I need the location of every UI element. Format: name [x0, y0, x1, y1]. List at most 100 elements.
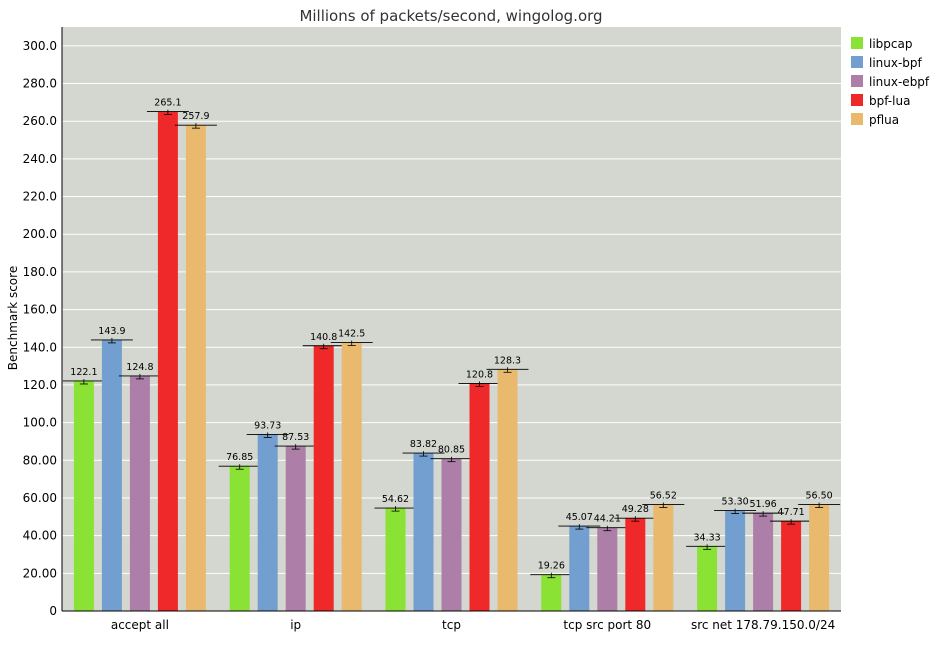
bar-bpf-lua-1: 140.8: [302, 332, 345, 611]
data-label: 76.85: [226, 452, 253, 463]
bar-pflua-2: 128.3: [486, 355, 529, 611]
category-label: tcp src port 80: [563, 618, 651, 632]
legend-label: pflua: [869, 113, 899, 127]
data-label: 83.82: [410, 439, 437, 450]
legend-swatch: [851, 94, 863, 106]
y-tick-label: 280.0: [23, 77, 57, 91]
y-axis-label: Benchmark score: [6, 266, 20, 370]
y-tick-label: 200.0: [23, 227, 57, 241]
bar-libpcap-0: 122.1: [62, 367, 105, 611]
bar: [809, 504, 830, 611]
bar: [725, 510, 746, 611]
legend-swatch: [851, 113, 863, 125]
y-tick-label: 300.0: [23, 39, 57, 53]
category-label: src net 178.79.150.0/24: [691, 618, 835, 632]
legend-swatch: [851, 75, 863, 87]
data-label: 265.1: [154, 98, 181, 109]
category-label: tcp: [442, 618, 461, 632]
legend-label: bpf-lua: [869, 94, 910, 108]
bar: [185, 125, 206, 611]
y-tick-label: 140.0: [23, 340, 57, 354]
bar-pflua-1: 142.5: [330, 329, 373, 611]
data-label: 124.8: [126, 362, 153, 373]
y-axis: 0 20.00 40.00 60.00 80.00 100.0 120.0 140.0 160.…: [23, 27, 841, 618]
bar: [597, 527, 618, 611]
bar: [541, 574, 562, 611]
data-label: 140.8: [310, 332, 337, 343]
bar: [129, 375, 150, 611]
bar: [469, 383, 490, 611]
data-label: 122.1: [70, 367, 97, 378]
y-tick-label: 220.0: [23, 190, 57, 204]
y-tick-label: 120.0: [23, 378, 57, 392]
bar-libpcap-1: 76.85: [218, 452, 261, 611]
bar-linux-ebpf-0: 124.8: [118, 362, 161, 611]
y-tick-label: 20.00: [23, 566, 57, 580]
data-label: 56.50: [805, 491, 832, 502]
bar: [229, 466, 250, 611]
data-label: 80.85: [438, 445, 465, 456]
bar-bpf-lua-4: 47.71: [770, 507, 813, 611]
bar: [569, 526, 590, 611]
data-label: 257.9: [182, 111, 209, 122]
data-label: 142.5: [338, 329, 365, 340]
bar-bpf-lua-2: 120.8: [458, 369, 501, 611]
data-label: 47.71: [777, 507, 804, 518]
bar-linux-bpf-0: 143.9: [90, 326, 133, 611]
bar-linux-bpf-3: 45.07: [558, 512, 601, 611]
legend-item-linux-bpf: linux-bpf: [851, 56, 923, 70]
bar-libpcap-4: 34.33: [686, 532, 729, 611]
data-label: 128.3: [494, 355, 521, 366]
bar-pflua-0: 257.9: [174, 111, 217, 611]
bar: [441, 458, 462, 611]
data-label: 54.62: [382, 494, 409, 505]
y-tick-label: 0: [49, 604, 57, 618]
data-label: 44.21: [594, 514, 621, 525]
bar-linux-bpf-1: 93.73: [246, 420, 289, 611]
legend-item-bpf-lua: bpf-lua: [851, 94, 910, 108]
bar: [653, 504, 674, 611]
data-label: 34.33: [693, 532, 720, 543]
data-label: 143.9: [98, 326, 125, 337]
bar-linux-ebpf-1: 87.53: [274, 432, 317, 611]
bar: [341, 342, 362, 611]
bar: [257, 434, 278, 611]
y-tick-label: 160.0: [23, 303, 57, 317]
bar: [101, 339, 122, 611]
y-tick-label: 180.0: [23, 265, 57, 279]
y-tick-label: 240.0: [23, 152, 57, 166]
y-tick-label: 40.00: [23, 529, 57, 543]
bar: [73, 380, 94, 611]
bar: [697, 546, 718, 611]
bar: [753, 513, 774, 611]
legend: libpcap linux-bpf linux-ebpf bpf-lua pflua: [851, 37, 930, 127]
data-label: 53.30: [721, 497, 748, 508]
bar: [625, 518, 646, 611]
legend-label: libpcap: [869, 37, 912, 51]
bar: [157, 111, 178, 611]
x-axis: accept all ip tcp tcp src port 80 src net 17…: [111, 618, 835, 632]
bar: [497, 369, 518, 611]
bar-libpcap-3: 19.26: [530, 561, 573, 611]
data-label: 19.26: [538, 561, 565, 572]
bar: [285, 446, 306, 611]
data-label: 120.8: [466, 369, 493, 380]
legend-swatch: [851, 56, 863, 68]
legend-swatch: [851, 37, 863, 49]
y-tick-label: 80.00: [23, 453, 57, 467]
legend-label: linux-bpf: [869, 56, 923, 70]
legend-item-pflua: pflua: [851, 113, 899, 127]
bar-linux-ebpf-3: 44.21: [586, 514, 629, 611]
data-label: 45.07: [566, 512, 593, 523]
bar: [413, 453, 434, 611]
bar-pflua-3: 56.52: [642, 491, 685, 611]
legend-label: linux-ebpf: [869, 75, 930, 89]
bar-linux-ebpf-2: 80.85: [430, 445, 473, 611]
data-label: 87.53: [282, 432, 309, 443]
legend-item-libpcap: libpcap: [851, 37, 912, 51]
y-tick-label: 60.00: [23, 491, 57, 505]
bar: [385, 508, 406, 611]
bar-linux-ebpf-4: 51.96: [742, 499, 785, 611]
